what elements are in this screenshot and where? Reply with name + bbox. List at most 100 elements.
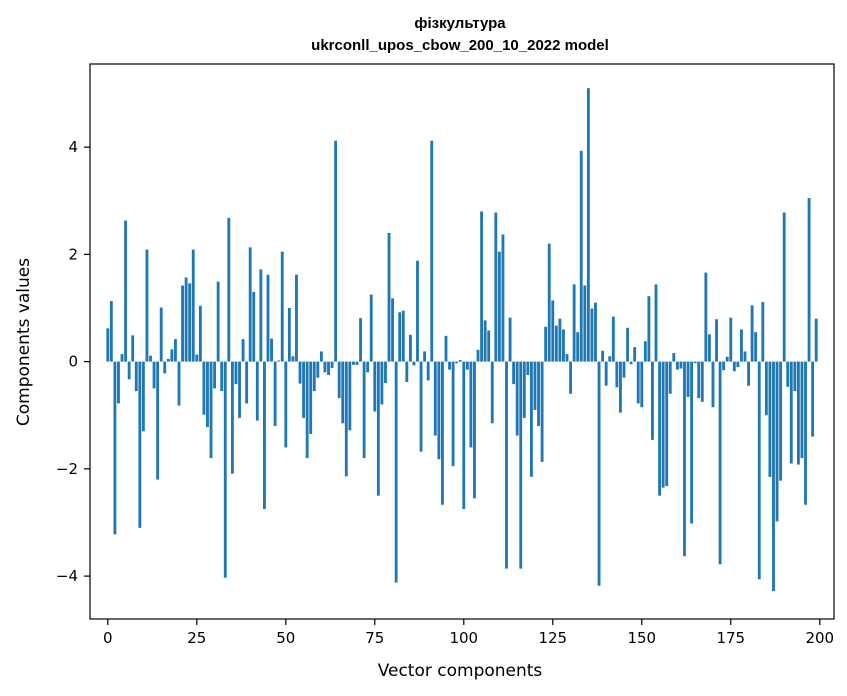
bar-107 bbox=[487, 330, 491, 362]
bar-188 bbox=[775, 361, 779, 522]
bar-20 bbox=[177, 361, 181, 406]
bar-37 bbox=[238, 361, 241, 418]
bar-89 bbox=[423, 351, 427, 362]
bar-174 bbox=[725, 356, 729, 362]
bar-88 bbox=[419, 361, 423, 452]
y-axis-label: Components values bbox=[14, 258, 34, 426]
bar-120 bbox=[533, 361, 537, 410]
bar-44 bbox=[263, 361, 266, 510]
y-tick-label--2: −2 bbox=[56, 460, 78, 478]
bar-49 bbox=[280, 251, 284, 362]
bar-96 bbox=[448, 361, 451, 370]
bar-65 bbox=[337, 361, 341, 399]
bar-170 bbox=[711, 361, 715, 408]
bar-28 bbox=[206, 361, 209, 428]
x-tick-label-50: 50 bbox=[276, 629, 295, 647]
bar-92 bbox=[433, 361, 437, 436]
bar-199 bbox=[814, 318, 818, 362]
bar-154 bbox=[654, 284, 658, 362]
bar-12 bbox=[149, 355, 152, 362]
bar-58 bbox=[312, 361, 316, 392]
bar-134 bbox=[583, 285, 587, 362]
bar-14 bbox=[156, 361, 160, 480]
bar-52 bbox=[291, 356, 295, 362]
bar-112 bbox=[505, 361, 508, 569]
bar-116 bbox=[519, 361, 523, 569]
bar-38 bbox=[241, 339, 245, 362]
bar-64 bbox=[334, 140, 338, 362]
bar-189 bbox=[779, 361, 783, 481]
bars-group bbox=[106, 88, 818, 592]
bar-25 bbox=[195, 354, 199, 362]
bar-109 bbox=[494, 212, 498, 362]
bar-72 bbox=[362, 361, 366, 459]
bar-78 bbox=[384, 361, 387, 384]
bar-185 bbox=[764, 361, 768, 416]
bar-145 bbox=[622, 361, 626, 378]
bar-39 bbox=[245, 361, 249, 404]
bar-160 bbox=[675, 361, 679, 370]
bar-125 bbox=[551, 300, 555, 362]
bar-126 bbox=[554, 325, 558, 362]
bar-128 bbox=[562, 329, 565, 362]
bar-182 bbox=[754, 332, 758, 362]
bar-166 bbox=[697, 361, 701, 399]
y-tick-label--4: −4 bbox=[56, 567, 78, 585]
bar-162 bbox=[683, 361, 686, 557]
bar-56 bbox=[305, 361, 309, 459]
bar-50 bbox=[284, 361, 288, 448]
bar-8 bbox=[134, 361, 138, 392]
bar-173 bbox=[722, 361, 726, 371]
bar-123 bbox=[544, 326, 548, 362]
bar-124 bbox=[547, 243, 551, 362]
bar-60 bbox=[319, 351, 323, 362]
bar-137 bbox=[594, 302, 597, 362]
bar-139 bbox=[601, 350, 605, 362]
x-tick-label-75: 75 bbox=[365, 629, 384, 647]
bar-91 bbox=[430, 140, 434, 362]
bar-176 bbox=[732, 361, 736, 372]
bar-36 bbox=[234, 361, 238, 385]
y-tick-label-2: 2 bbox=[68, 245, 78, 263]
bar-155 bbox=[658, 361, 661, 496]
bar-172 bbox=[718, 361, 722, 565]
bar-195 bbox=[800, 361, 804, 459]
bar-198 bbox=[811, 361, 815, 437]
bar-27 bbox=[202, 361, 206, 415]
bar-16 bbox=[163, 361, 167, 374]
bar-110 bbox=[497, 251, 501, 362]
bar-105 bbox=[480, 211, 484, 362]
bar-140 bbox=[604, 361, 608, 386]
bar-83 bbox=[401, 310, 405, 362]
bar-131 bbox=[572, 284, 576, 362]
bar-186 bbox=[768, 361, 772, 477]
bar-113 bbox=[508, 317, 512, 362]
bar-94 bbox=[441, 361, 444, 505]
bar-95 bbox=[444, 335, 448, 362]
bar-127 bbox=[558, 318, 562, 362]
chart-title: фізкультура bbox=[414, 15, 506, 32]
bar-19 bbox=[174, 339, 177, 362]
bar-30 bbox=[213, 361, 217, 389]
bar-178 bbox=[740, 329, 743, 362]
bar-181 bbox=[750, 305, 754, 362]
bar-15 bbox=[159, 307, 163, 362]
bar-135 bbox=[586, 88, 590, 362]
bar-11 bbox=[145, 249, 149, 362]
bar-3 bbox=[117, 361, 120, 404]
bar-6 bbox=[127, 361, 131, 380]
bar-196 bbox=[804, 361, 807, 505]
bar-171 bbox=[715, 319, 718, 362]
x-tick-label-25: 25 bbox=[187, 629, 206, 647]
bar-34 bbox=[227, 217, 231, 362]
bar-59 bbox=[316, 361, 320, 378]
bar-183 bbox=[757, 361, 761, 580]
bar-111 bbox=[501, 234, 505, 362]
bar-194 bbox=[796, 361, 800, 465]
bar-167 bbox=[700, 361, 704, 402]
x-axis: 0 25 50 75 100 125 150 175 200 bbox=[103, 619, 834, 647]
plot-frame bbox=[89, 63, 835, 620]
bar-101 bbox=[465, 361, 469, 370]
bar-133 bbox=[579, 150, 583, 362]
bar-169 bbox=[707, 334, 711, 362]
